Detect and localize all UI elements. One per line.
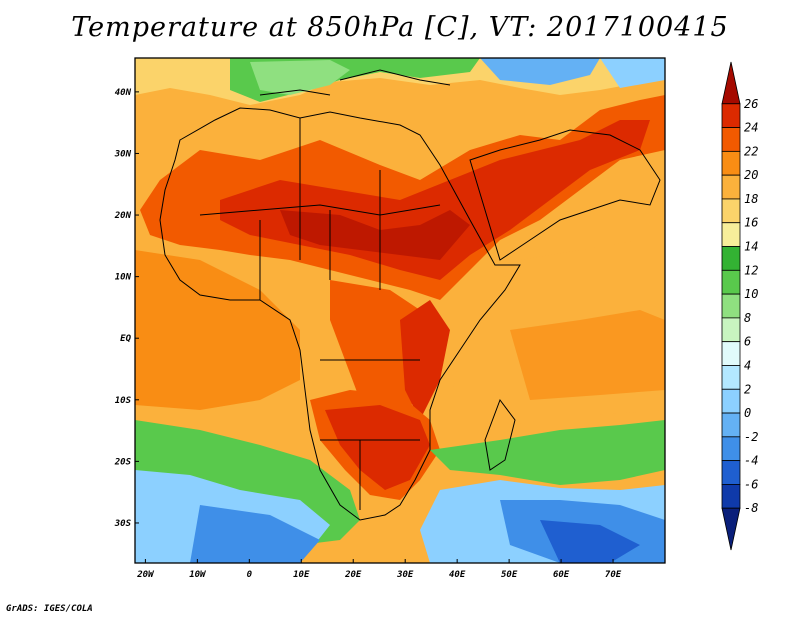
colorbar-swatch [721,460,741,485]
lon-tick-label: 10W [189,570,207,580]
colorbar-arrow-top [721,61,741,105]
colorbar-swatch [721,341,741,366]
colorbar-label: 4 [744,358,751,372]
credit-label: GrADS: IGES/COLA [6,604,93,614]
colorbar-label: 22 [744,144,758,158]
colorbar-label: 12 [744,263,758,277]
colorbar-label: 8 [744,311,751,325]
temperature-field [135,58,665,563]
colorbar-swatch [721,412,741,438]
lon-tick-label: 70E [605,570,622,580]
lat-tick-label: EQ [120,334,131,344]
colorbar-label: -6 [744,477,758,491]
lon-tick-label: 20W [136,570,155,580]
colorbar-label: 2 [744,382,751,396]
map-frame [134,57,666,564]
colorbar-label: 26 [744,97,758,111]
colorbar-swatch [721,174,741,200]
lon-tick-label: 20E [344,570,362,580]
colorbar-label: 10 [744,287,758,301]
colorbar-swatch [721,484,741,509]
lat-tick-label: 30S [114,519,132,529]
lat-tick-label: 20S [114,457,132,467]
lon-tick-label: 30E [396,570,414,580]
lat-tick-label: 20N [114,211,132,221]
colorbar-label: 6 [744,335,751,349]
colorbar-swatch [721,293,741,319]
colorbar-swatch [721,246,741,271]
colorbar-label: 20 [744,168,758,182]
lon-tick-label: 50E [501,570,518,580]
colorbar-swatch [721,103,741,128]
lat-tick-label: 10S [115,396,132,406]
colorbar-swatch [721,222,741,247]
colorbar-label: 14 [744,240,758,254]
colorbar-swatch [721,436,741,462]
colorbar-label: -4 [744,454,758,468]
map-title: Temperature at 850hPa [C], VT: 201710041… [71,12,729,43]
latitude-axis: 40N 30N 20N 10N EQ 10S 20S 30S [114,88,139,529]
lon-tick-label: 60E [553,570,570,580]
colorbar-swatch [721,198,741,224]
colorbar-arrow-bottom [721,507,741,551]
colorbar-label: 18 [744,192,758,206]
lat-tick-label: 40N [115,88,132,98]
colorbar-label: -2 [744,430,758,444]
lat-tick-label: 10N [115,273,132,283]
longitude-axis: 20W 10W 0 10E 20E 30E 40E 50E 60E 70E [136,559,622,580]
colorbar-swatch [721,269,741,295]
colorbar-label: 16 [744,216,758,230]
colorbar-swatch [721,127,741,152]
colorbar-label: 0 [744,406,751,420]
colorbar-swatch [721,317,741,343]
lon-tick-label: 40E [449,570,466,580]
colorbar-swatch [721,150,741,176]
colorbar-label: 24 [744,121,758,135]
lat-tick-label: 30N [114,149,132,159]
colorbar-swatch [721,388,741,414]
lon-tick-label: 10E [293,570,310,580]
colorbar-swatch [721,365,741,390]
coastlines [159,69,661,521]
lon-tick-label: 0 [247,570,253,580]
colorbar-label: -8 [744,501,758,515]
